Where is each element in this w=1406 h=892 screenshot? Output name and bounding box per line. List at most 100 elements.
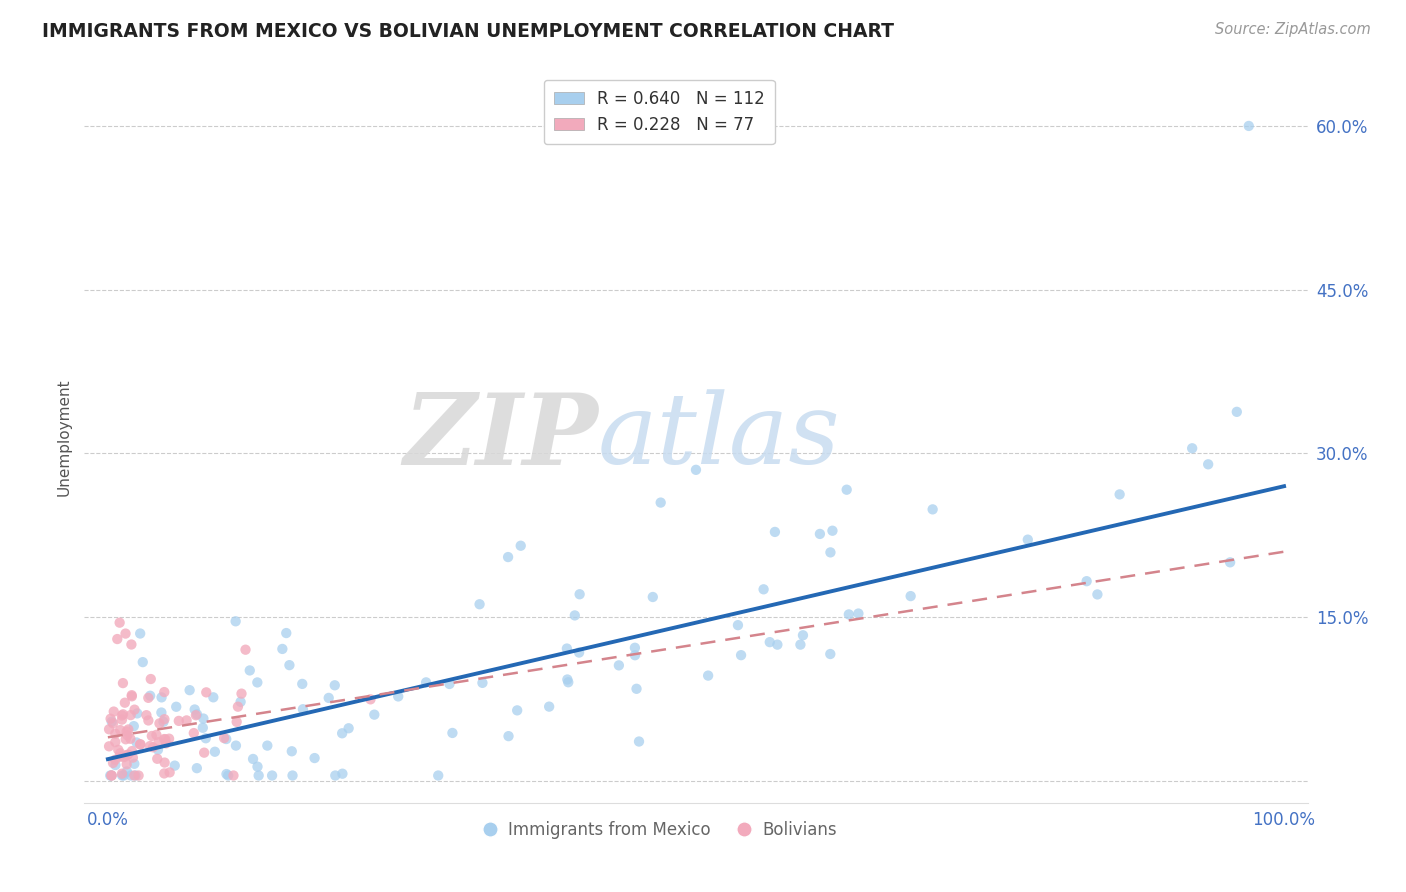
Point	[246, 759, 269, 773]
Point	[121, 690, 143, 704]
Point	[121, 750, 143, 764]
Point	[183, 702, 205, 716]
Point	[555, 641, 578, 656]
Point	[1076, 574, 1098, 589]
Point	[1017, 533, 1039, 547]
Point	[184, 708, 207, 723]
Point	[111, 713, 134, 727]
Point	[114, 626, 136, 640]
Point	[848, 607, 870, 621]
Point	[1087, 587, 1109, 601]
Point	[281, 768, 304, 782]
Point	[323, 678, 346, 692]
Point	[176, 714, 198, 728]
Point	[114, 732, 136, 747]
Point	[186, 707, 208, 722]
Point	[627, 734, 650, 748]
Point	[115, 764, 138, 779]
Point	[105, 632, 128, 646]
Point	[271, 642, 294, 657]
Point	[108, 749, 131, 764]
Point	[808, 527, 831, 541]
Point	[557, 673, 579, 687]
Point	[155, 736, 177, 750]
Point	[152, 714, 174, 729]
Point	[191, 721, 214, 735]
Point	[650, 495, 672, 509]
Point	[427, 768, 450, 782]
Point	[242, 752, 264, 766]
Point	[262, 768, 284, 782]
Point	[1237, 119, 1260, 133]
Point	[110, 746, 132, 760]
Point	[117, 747, 139, 762]
Point	[564, 608, 586, 623]
Point	[129, 737, 152, 751]
Point	[789, 638, 811, 652]
Point	[115, 757, 138, 772]
Point	[111, 676, 134, 690]
Point	[202, 690, 225, 705]
Point	[98, 739, 121, 754]
Point	[538, 699, 561, 714]
Point	[506, 703, 529, 717]
Point	[496, 550, 519, 565]
Point	[120, 638, 142, 652]
Point	[122, 719, 145, 733]
Point	[100, 714, 122, 729]
Point	[138, 714, 160, 728]
Point	[146, 743, 169, 757]
Point	[117, 723, 139, 737]
Point	[323, 768, 346, 782]
Point	[141, 729, 163, 743]
Point	[163, 758, 186, 772]
Point	[821, 524, 844, 538]
Point	[225, 739, 247, 753]
Point	[363, 707, 385, 722]
Point	[1226, 405, 1249, 419]
Legend: Immigrants from Mexico, Bolivians: Immigrants from Mexico, Bolivians	[475, 814, 844, 846]
Point	[115, 724, 138, 739]
Point	[100, 768, 122, 782]
Point	[120, 708, 142, 723]
Point	[111, 707, 134, 722]
Point	[114, 696, 136, 710]
Point	[167, 714, 190, 728]
Point	[235, 642, 257, 657]
Point	[471, 676, 494, 690]
Point	[139, 689, 162, 703]
Point	[838, 607, 860, 622]
Point	[148, 716, 170, 731]
Text: ZIP: ZIP	[404, 389, 598, 485]
Point	[763, 524, 786, 539]
Point	[111, 766, 134, 780]
Point	[179, 683, 201, 698]
Point	[101, 716, 124, 731]
Point	[193, 712, 215, 726]
Point	[387, 690, 409, 704]
Point	[697, 668, 720, 682]
Point	[217, 768, 239, 782]
Point	[108, 723, 131, 737]
Point	[129, 738, 152, 752]
Point	[125, 735, 148, 749]
Point	[468, 597, 491, 611]
Point	[155, 732, 177, 747]
Point	[120, 768, 142, 782]
Point	[103, 705, 125, 719]
Point	[568, 646, 591, 660]
Point	[128, 768, 150, 782]
Point	[127, 706, 149, 721]
Point	[146, 752, 169, 766]
Point	[498, 729, 520, 743]
Point	[148, 735, 170, 749]
Text: Source: ZipAtlas.com: Source: ZipAtlas.com	[1215, 22, 1371, 37]
Point	[685, 463, 707, 477]
Point	[231, 687, 253, 701]
Point	[121, 688, 143, 702]
Point	[568, 587, 591, 601]
Point	[226, 699, 249, 714]
Point	[98, 723, 121, 737]
Point	[136, 690, 159, 705]
Point	[129, 626, 152, 640]
